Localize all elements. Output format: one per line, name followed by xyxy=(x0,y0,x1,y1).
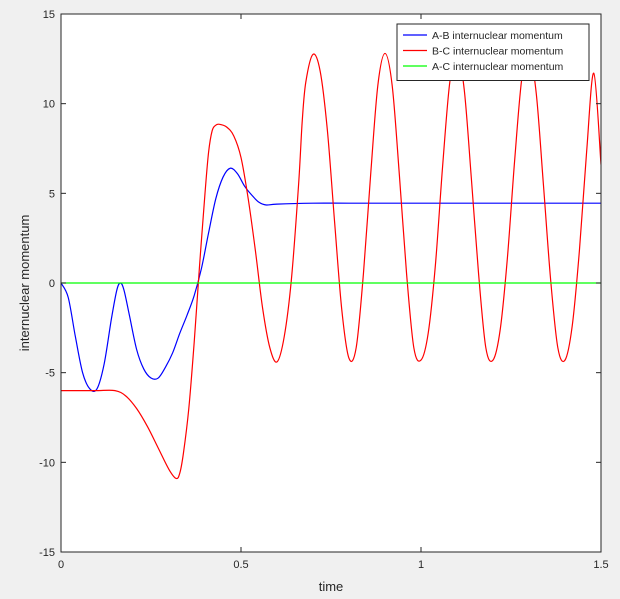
y-tick-label: 0 xyxy=(49,278,55,290)
legend-box xyxy=(396,23,590,81)
x-tick-label: 0.5 xyxy=(233,559,248,571)
y-tick-label: 5 xyxy=(49,188,55,200)
series-layer xyxy=(61,52,601,480)
y-tick-label: -5 xyxy=(45,368,55,380)
legend[interactable]: A-B internuclear momentum B-C internuclea… xyxy=(396,23,590,81)
legend-entry-label: B-C internuclear momentum xyxy=(432,46,564,58)
ticks-layer xyxy=(60,13,602,553)
x-axis-label: time xyxy=(319,579,344,594)
y-axis-label: internuclear momentum xyxy=(17,215,32,352)
y-tick-label: -10 xyxy=(39,457,55,469)
y-tick-label: -15 xyxy=(39,547,55,559)
legend-entry-label: A-B internuclear momentum xyxy=(432,30,563,42)
series-line-2 xyxy=(61,52,601,480)
series-line-1 xyxy=(61,167,601,392)
y-tick-label: 15 xyxy=(43,9,55,21)
legend-entry-label: A-C internuclear momentum xyxy=(432,61,564,73)
x-tick-label: 1.5 xyxy=(593,559,608,571)
y-tick-label: 10 xyxy=(43,99,55,111)
tick-labels-layer: 0 0.5 1 1.5 -15 -10 -5 0 5 10 15 xyxy=(39,9,609,571)
x-tick-label: 0 xyxy=(58,559,64,571)
x-tick-label: 1 xyxy=(418,559,424,571)
